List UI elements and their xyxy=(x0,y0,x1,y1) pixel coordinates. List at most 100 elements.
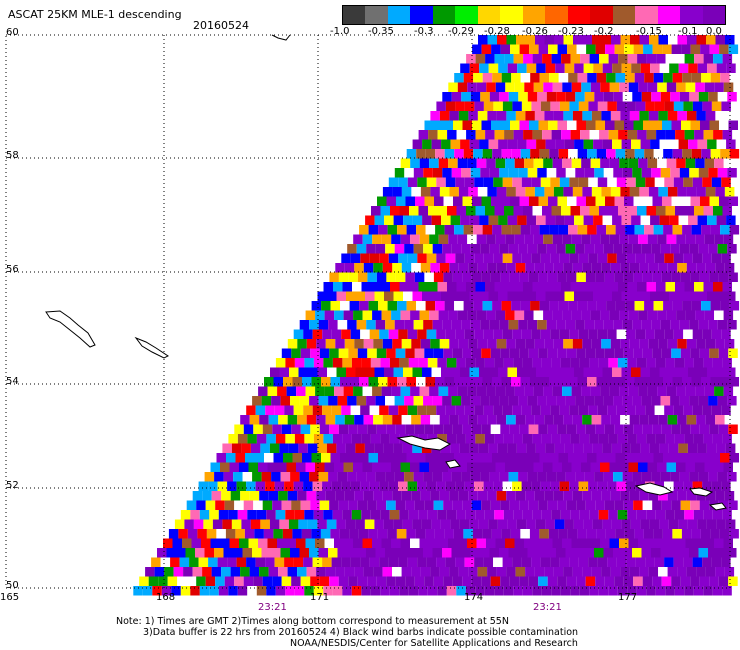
swath-cell xyxy=(480,396,490,406)
swath-cell xyxy=(631,367,641,377)
swath-cell xyxy=(361,510,371,520)
swath-cell xyxy=(500,348,510,358)
swath-cell xyxy=(683,177,693,187)
swath-cell xyxy=(424,120,434,130)
swath-cell xyxy=(449,339,459,349)
swath-cell xyxy=(350,253,361,263)
swath-cell xyxy=(365,215,375,225)
swath-cell xyxy=(228,510,238,520)
swath-cell xyxy=(723,310,734,320)
swath-cell xyxy=(569,253,579,263)
swath-cell xyxy=(524,462,534,472)
swath-cell xyxy=(399,586,409,596)
swath-cell xyxy=(406,529,416,539)
swath-cell xyxy=(262,500,273,510)
swath-cell xyxy=(605,196,615,206)
swath-cell xyxy=(439,491,450,501)
swath-cell xyxy=(567,120,577,130)
swath-cell xyxy=(671,44,682,54)
swath-cell xyxy=(538,272,548,282)
swath-cell xyxy=(330,453,340,463)
swath-cell xyxy=(413,320,424,330)
swath-cell xyxy=(174,519,185,529)
swath-cell xyxy=(713,206,723,216)
swath-cell xyxy=(706,35,716,45)
swath-cell xyxy=(501,529,511,539)
swath-cell xyxy=(505,82,515,92)
swath-cell xyxy=(594,548,604,558)
swath-cell xyxy=(510,120,520,130)
swath-cell xyxy=(380,282,390,292)
swath-cell xyxy=(464,557,475,567)
swath-cell xyxy=(530,73,540,83)
swath-cell xyxy=(465,358,476,368)
swath-cell xyxy=(714,158,724,168)
scale-tick-label: -0.15 xyxy=(636,26,662,37)
swath-cell xyxy=(722,510,732,520)
swath-cell xyxy=(563,35,573,45)
swath-cell xyxy=(511,377,521,387)
swath-cell xyxy=(472,120,482,130)
swath-cell xyxy=(579,510,590,520)
swath-cell xyxy=(465,434,476,444)
swath-cell xyxy=(683,481,693,491)
swath-cell xyxy=(509,500,520,510)
swath-cell xyxy=(695,234,705,244)
swath-cell xyxy=(729,377,739,387)
color-scale-segment xyxy=(365,6,388,24)
swath-cell xyxy=(278,567,288,577)
swath-cell xyxy=(723,538,733,548)
swath-cell xyxy=(641,472,652,482)
swath-cell xyxy=(214,548,224,558)
swath-cell xyxy=(489,92,500,102)
swath-cell xyxy=(660,396,671,406)
swath-cell xyxy=(388,329,399,339)
swath-cell xyxy=(472,44,482,54)
swath-cell xyxy=(443,120,453,130)
swath-cell xyxy=(312,557,323,567)
swath-cell xyxy=(399,358,409,368)
swath-cell xyxy=(254,453,264,463)
swath-cell xyxy=(439,415,450,425)
swath-cell xyxy=(244,529,255,539)
swath-cell xyxy=(662,120,672,130)
swath-cell xyxy=(443,272,453,282)
swath-cell xyxy=(711,253,722,263)
swath-cell xyxy=(374,215,385,225)
swath-cell xyxy=(373,415,383,425)
scale-tick-label: 0.0 xyxy=(706,26,722,37)
swath-cell xyxy=(630,519,641,529)
swath-cell xyxy=(681,44,691,54)
swath-cell xyxy=(390,282,400,292)
swath-cell xyxy=(445,557,456,567)
swath-cell xyxy=(704,310,715,320)
swath-cell xyxy=(191,538,201,548)
swath-cell xyxy=(628,310,639,320)
swath-cell xyxy=(582,567,592,577)
swath-cell xyxy=(492,149,502,159)
swath-cell xyxy=(496,187,507,197)
swath-cell xyxy=(589,282,599,292)
swath-cell xyxy=(563,111,573,121)
swath-cell xyxy=(426,557,437,567)
swath-cell xyxy=(646,434,656,444)
swath-cell xyxy=(464,253,475,263)
swath-cell xyxy=(577,377,587,387)
swath-cell xyxy=(343,310,354,320)
swath-cell xyxy=(719,196,729,206)
swath-cell xyxy=(569,177,579,187)
swath-cell xyxy=(437,434,447,444)
swath-cell xyxy=(362,386,373,396)
swath-cell xyxy=(428,130,438,140)
swath-cell xyxy=(259,491,269,501)
swath-cell xyxy=(366,244,376,254)
swath-cell xyxy=(524,310,534,320)
swath-cell xyxy=(715,111,725,121)
swath-cell xyxy=(615,225,626,235)
swath-cell xyxy=(271,396,281,406)
swath-cell xyxy=(672,529,682,539)
swath-cell xyxy=(448,386,458,396)
swath-cell xyxy=(566,348,577,358)
swath-cell xyxy=(620,35,630,45)
swath-cell xyxy=(533,386,544,396)
